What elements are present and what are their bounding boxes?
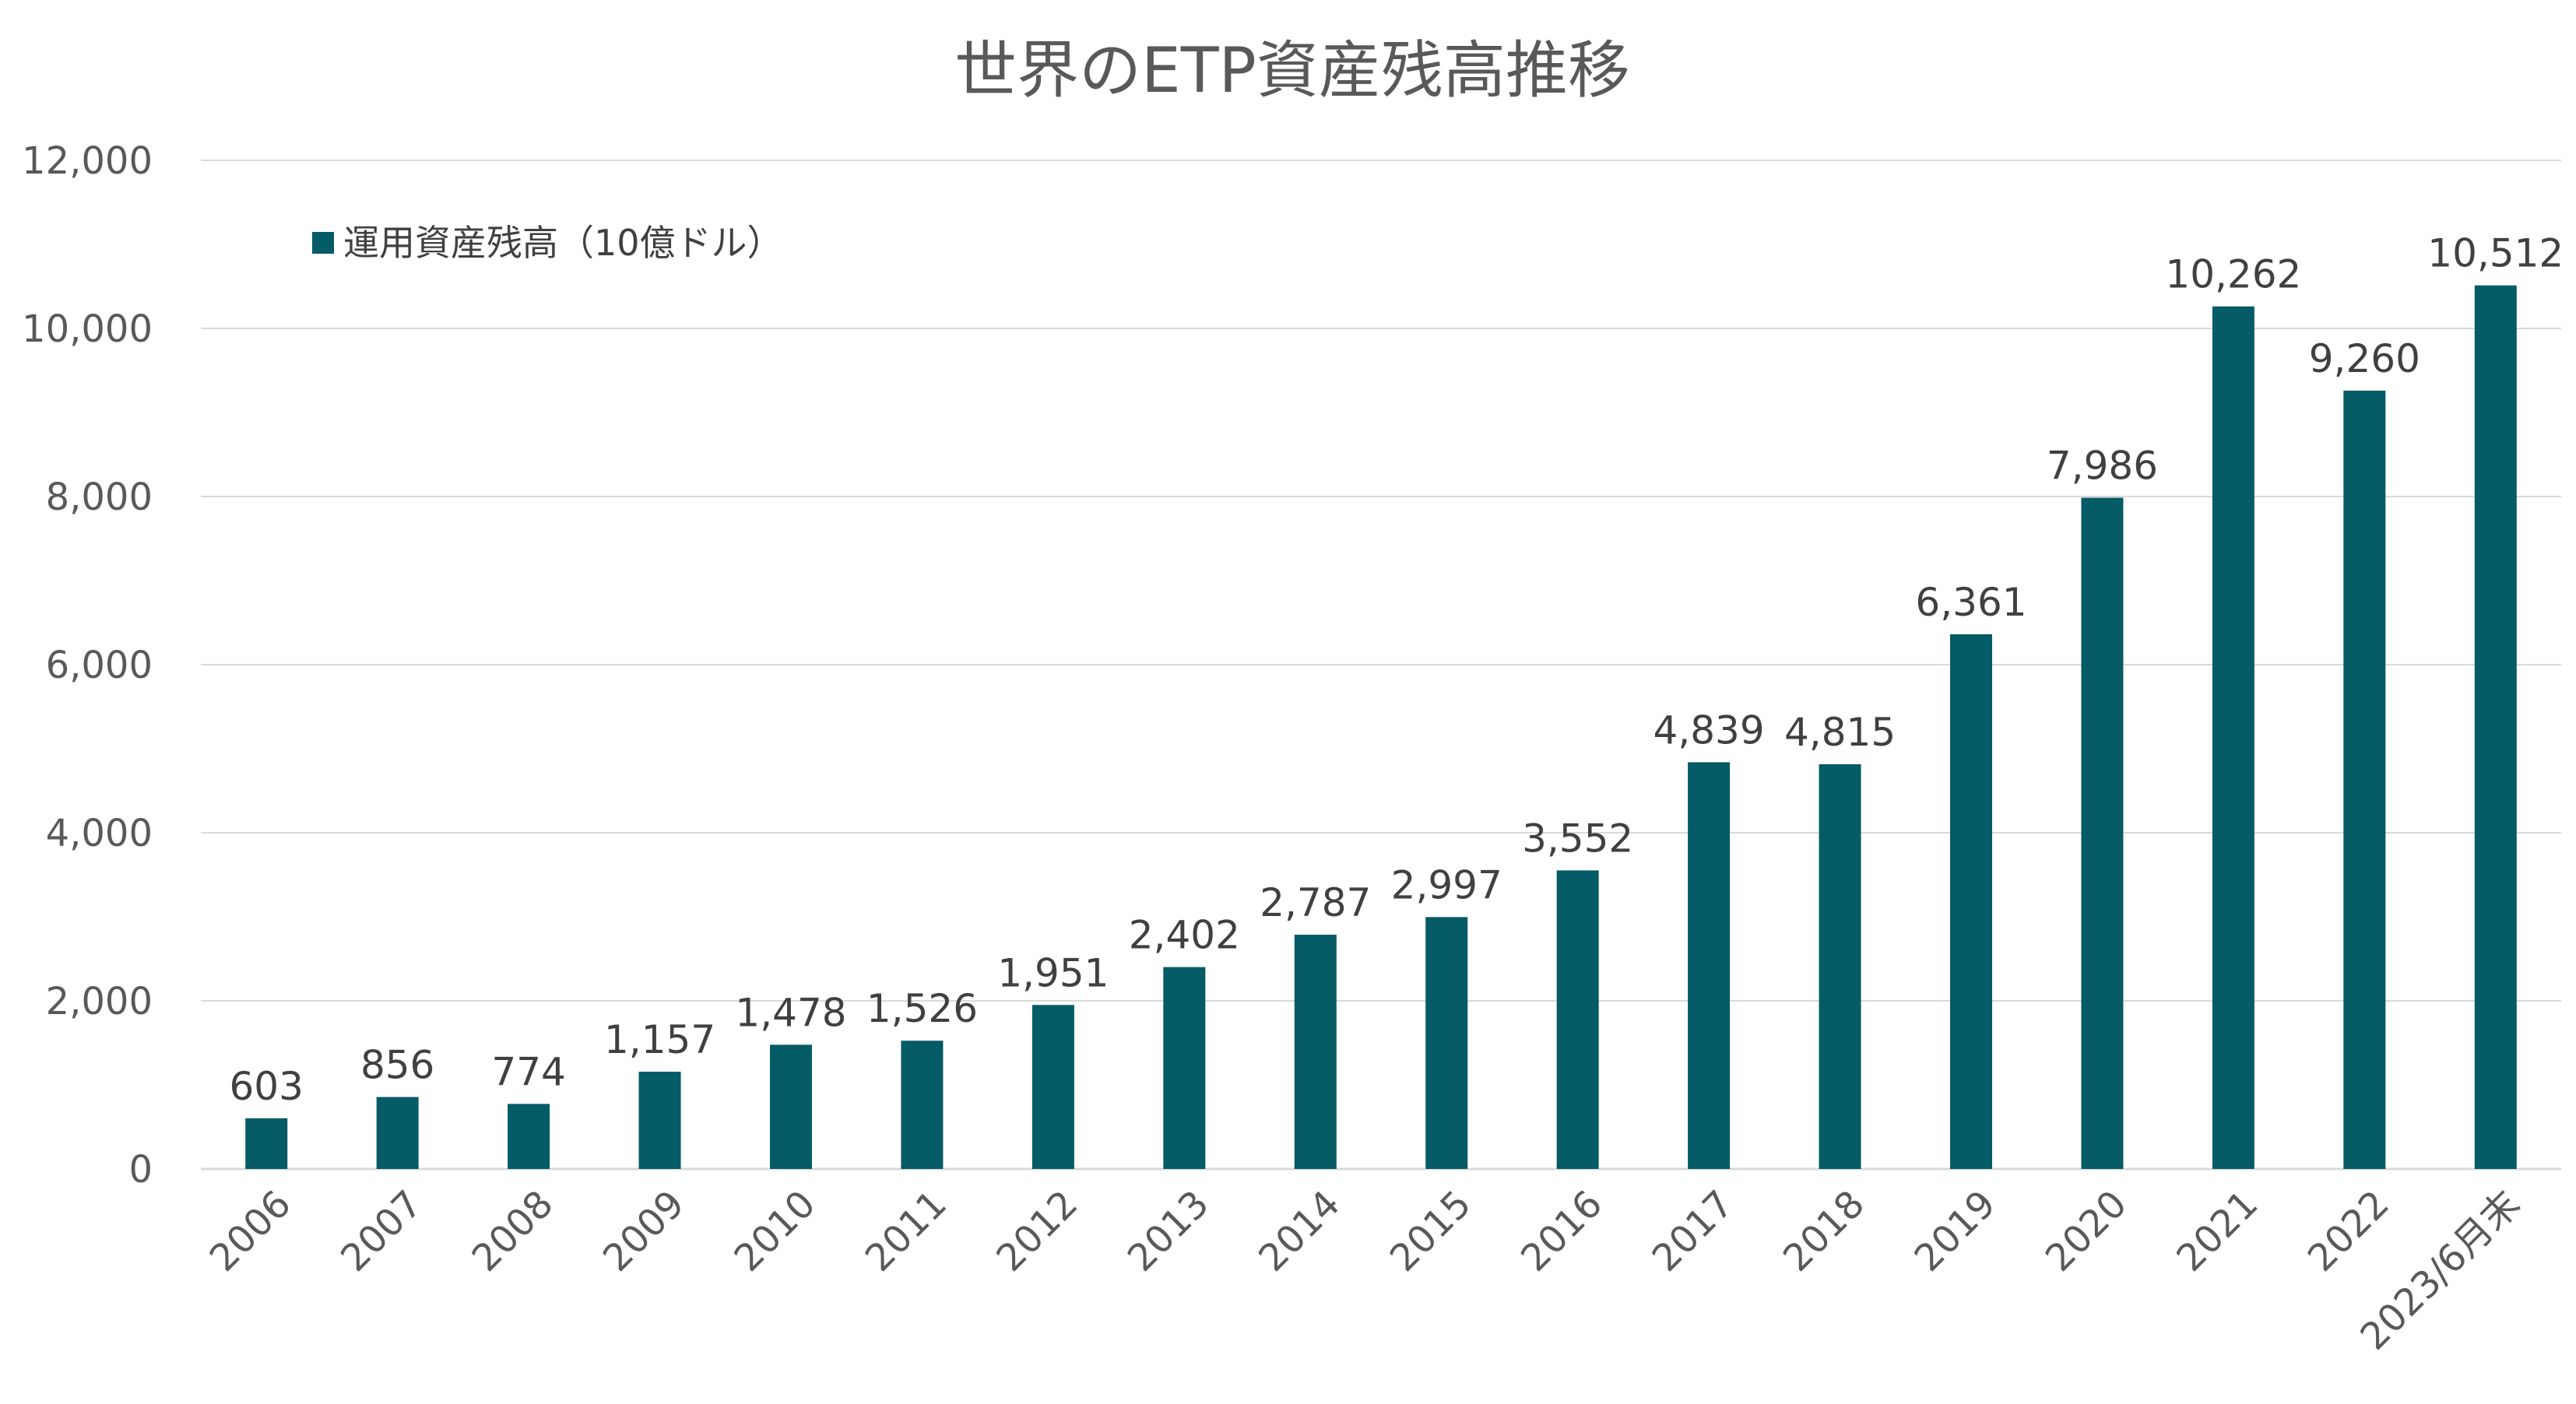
- bar: [2081, 497, 2124, 1169]
- bar: [2212, 306, 2254, 1170]
- bars: [245, 285, 2517, 1170]
- x-tick-label: 2019: [1907, 1182, 2005, 1280]
- x-tick-label: 2007: [332, 1182, 431, 1280]
- legend-swatch: [312, 232, 334, 254]
- data-label: 1,157: [604, 1017, 715, 1062]
- data-label: 10,262: [2165, 252, 2301, 297]
- data-label: 9,260: [2309, 336, 2420, 381]
- x-tick-label: 2010: [726, 1182, 824, 1280]
- x-tick-label: 2018: [1775, 1182, 1873, 1280]
- x-tick-label: 2014: [1250, 1182, 1348, 1280]
- bar: [1556, 870, 1599, 1169]
- data-label: 774: [491, 1049, 565, 1094]
- x-tick-label: 2015: [1382, 1182, 1480, 1280]
- bar: [770, 1044, 812, 1169]
- x-tick-label: 2009: [595, 1182, 693, 1280]
- x-tick-label: 2006: [202, 1182, 300, 1280]
- data-label: 7,986: [2047, 444, 2158, 489]
- data-label: 1,951: [997, 950, 1109, 995]
- x-tick-label: 2017: [1644, 1182, 1742, 1280]
- chart-title: 世界のETP資産残高推移: [954, 34, 1630, 107]
- data-label: 1,526: [866, 986, 978, 1031]
- y-tick-label: 6,000: [46, 644, 153, 687]
- x-axis-tick-labels: 2006 2007 2008 2009 2010 2011 2012 2013 2014 2015…: [202, 1182, 2529, 1359]
- x-tick-label: 2021: [2168, 1182, 2266, 1280]
- x-tick-label: 2016: [1513, 1182, 1611, 1280]
- bar: [245, 1118, 288, 1169]
- bar: [1294, 935, 1337, 1169]
- legend: 運用資産残高（10億ドル）: [312, 222, 783, 264]
- bar: [1950, 634, 1992, 1169]
- gridlines: [201, 160, 2561, 1171]
- y-tick-label: 4,000: [46, 812, 153, 855]
- y-tick-label: 0: [128, 1148, 153, 1192]
- data-label: 4,815: [1784, 710, 1896, 755]
- bar: [901, 1041, 944, 1169]
- data-label: 2,787: [1260, 880, 1371, 925]
- bar: [1688, 762, 1731, 1169]
- y-tick-label: 2,000: [46, 980, 153, 1023]
- data-label: 856: [360, 1043, 434, 1088]
- data-label: 4,839: [1653, 707, 1765, 753]
- data-label: 6,361: [1915, 580, 2026, 625]
- bar: [1819, 763, 1861, 1169]
- bar: [638, 1072, 681, 1169]
- bar: [508, 1104, 550, 1169]
- data-label: 3,552: [1522, 816, 1633, 861]
- x-tick-label: 2012: [988, 1182, 1086, 1280]
- y-tick-label: 12,000: [22, 139, 153, 183]
- y-tick-label: 8,000: [46, 476, 153, 519]
- x-tick-label: 2011: [857, 1182, 955, 1280]
- y-tick-label: 10,000: [22, 307, 153, 351]
- data-label: 2,402: [1129, 913, 1240, 958]
- legend-label: 運用資産残高（10億ドル）: [343, 222, 783, 264]
- bar: [376, 1097, 419, 1169]
- bar: [1031, 1005, 1074, 1169]
- x-tick-label: 2022: [2300, 1182, 2398, 1280]
- data-labels: 603 856 774 1,157 1,478 1,526 1,951 2,402 2,787 2…: [230, 231, 2564, 1109]
- data-label: 10,512: [2427, 231, 2564, 276]
- data-label: 603: [230, 1064, 304, 1109]
- x-tick-label: 2020: [2037, 1182, 2135, 1280]
- x-tick-label: 2008: [464, 1182, 562, 1280]
- bar: [2343, 390, 2386, 1169]
- x-tick-label: 2013: [1119, 1182, 1218, 1280]
- bar: [1425, 917, 1468, 1169]
- bar: [1163, 967, 1206, 1169]
- data-label: 2,997: [1391, 862, 1502, 907]
- y-axis-tick-labels: 0 2,000 4,000 6,000 8,000 10,000 12,000: [22, 139, 153, 1192]
- data-label: 1,478: [735, 990, 846, 1035]
- bar: [2474, 285, 2517, 1170]
